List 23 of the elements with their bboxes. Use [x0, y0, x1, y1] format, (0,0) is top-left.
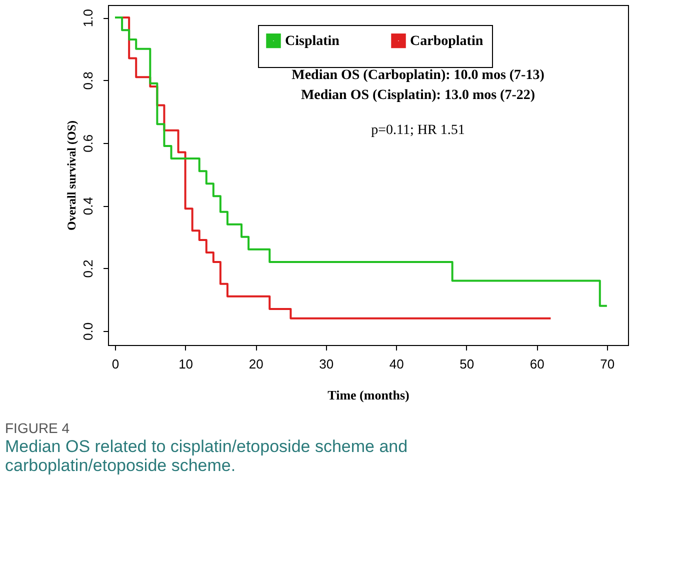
y-tick-label: 0.4 — [80, 197, 96, 216]
x-tick-label: 0 — [112, 356, 120, 372]
x-tick-label: 20 — [248, 356, 264, 372]
y-tick-label: 0.8 — [80, 72, 96, 90]
y-tick-label: 0.6 — [80, 134, 96, 152]
x-tick-label: 40 — [389, 356, 404, 372]
x-tick-label: 60 — [530, 356, 544, 372]
annotation: p=0.11; HR 1.51 — [371, 123, 465, 138]
x-tick-label: 30 — [319, 356, 334, 372]
x-tick-label: 50 — [460, 356, 474, 372]
x-tick-label: 10 — [178, 356, 194, 372]
annotation: Median OS (Carboplatin): 10.0 mos (7-13) — [292, 68, 545, 83]
legend-label: Carboplatin — [410, 34, 484, 49]
y-tick-label: 1.0 — [80, 8, 96, 28]
caption: FIGURE 4 — [5, 420, 70, 436]
text: Median OS related to cisplatin/etoposide scheme and carboplatin/etoposide scheme. — [5, 437, 408, 475]
annotation: Median OS (Cisplatin): 13.0 mos (7-22) — [300, 88, 536, 103]
y-axis-title: Overall survival (OS) — [64, 120, 78, 230]
x-axis-title: Time (months) — [328, 388, 410, 402]
x-tick-label: 70 — [600, 356, 615, 372]
y-tick-label: 0.0 — [80, 322, 96, 340]
legend-label: Cisplatin — [285, 34, 340, 49]
y-tick-label: 0.2 — [80, 260, 96, 278]
